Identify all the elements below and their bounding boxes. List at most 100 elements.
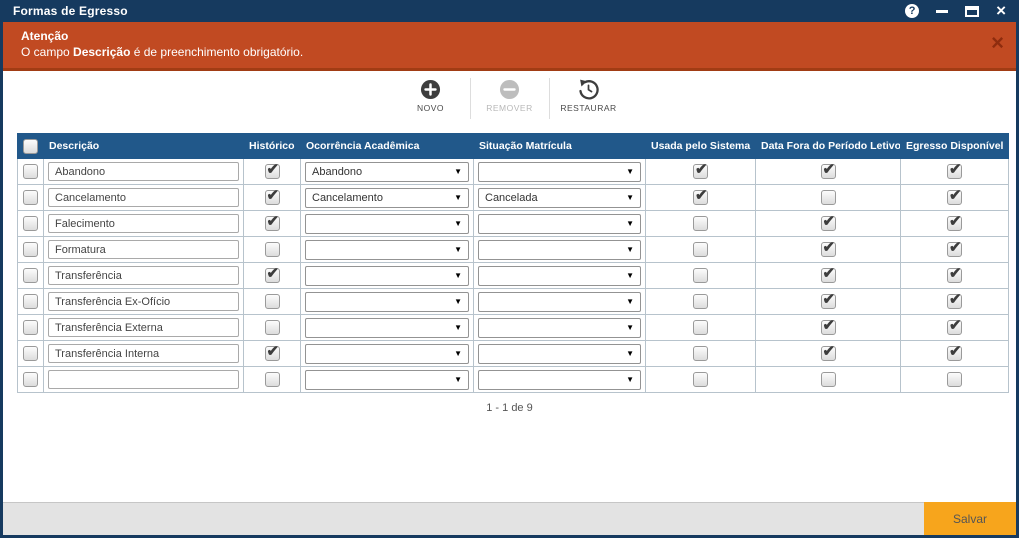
descricao-input[interactable] <box>48 188 239 208</box>
descricao-input[interactable] <box>48 318 239 338</box>
egresso-disponivel-checkbox[interactable] <box>947 342 962 361</box>
usada-pelo-sistema-checkbox[interactable] <box>693 319 708 335</box>
egresso-disponivel-checkbox[interactable] <box>947 186 962 205</box>
ocorrencia-academica-select[interactable]: ▼ <box>305 239 469 260</box>
descricao-input[interactable] <box>48 214 239 234</box>
data-fora-periodo-letivo-checkbox[interactable] <box>820 316 836 335</box>
data-fora-cell <box>755 314 901 341</box>
data-fora-periodo-letivo-checkbox[interactable] <box>820 342 836 361</box>
egresso-disponivel-checkbox[interactable] <box>947 290 962 309</box>
historico-cell <box>243 262 301 289</box>
ocorrencia-academica-select[interactable]: ▼ <box>305 369 469 390</box>
row-select-cell <box>17 210 44 237</box>
data-fora-cell <box>755 288 901 315</box>
chevron-down-icon: ▼ <box>454 167 462 176</box>
data-fora-periodo-letivo-checkbox[interactable] <box>820 264 836 283</box>
descricao-cell <box>43 262 244 289</box>
select-all-checkbox[interactable] <box>23 138 38 154</box>
situacao-matricula-select[interactable]: ▼ <box>478 291 641 312</box>
egresso-disponivel-checkbox[interactable] <box>947 238 962 257</box>
close-icon[interactable]: × <box>996 1 1006 20</box>
help-icon[interactable]: ? <box>905 4 920 18</box>
egresso-disponivel-checkbox[interactable] <box>947 212 962 231</box>
window-title: Formas de Egresso <box>13 4 128 18</box>
ocorrencia-academica-select[interactable]: Abandono ▼ <box>305 161 469 182</box>
historico-checkbox[interactable] <box>264 342 280 361</box>
descricao-input[interactable] <box>48 292 239 312</box>
descricao-input[interactable] <box>48 240 239 260</box>
egresso-disponivel-checkbox[interactable] <box>947 264 962 283</box>
ocorrencia-academica-select[interactable]: ▼ <box>305 213 469 234</box>
ocorrencia-academica-select[interactable]: ▼ <box>305 291 469 312</box>
novo-label: NOVO <box>416 103 445 113</box>
egresso-disponivel-checkbox[interactable] <box>947 371 962 387</box>
data-fora-periodo-letivo-checkbox[interactable] <box>820 371 836 387</box>
chevron-down-icon: ▼ <box>626 245 634 254</box>
row-select-checkbox[interactable] <box>23 371 38 387</box>
descricao-input[interactable] <box>48 266 239 286</box>
data-fora-periodo-letivo-checkbox[interactable] <box>820 160 836 179</box>
usada-pelo-sistema-checkbox[interactable] <box>693 371 708 387</box>
usada-pelo-sistema-checkbox[interactable] <box>693 215 708 231</box>
historico-checkbox[interactable] <box>264 264 280 283</box>
situacao-matricula-select[interactable]: ▼ <box>478 161 641 182</box>
usada-pelo-sistema-checkbox[interactable] <box>693 241 708 257</box>
descricao-input[interactable] <box>48 162 239 182</box>
situacao-matricula-select[interactable]: ▼ <box>478 343 641 364</box>
row-select-checkbox[interactable] <box>23 241 38 257</box>
novo-button[interactable]: NOVO <box>398 76 464 125</box>
situacao-matricula-select[interactable]: ▼ <box>478 239 641 260</box>
egresso-disponivel-checkbox[interactable] <box>947 316 962 335</box>
data-fora-periodo-letivo-checkbox[interactable] <box>820 290 836 309</box>
descricao-cell <box>43 184 244 211</box>
situacao-matricula-select[interactable]: ▼ <box>478 213 641 234</box>
table-row: ▼ ▼ <box>17 366 1009 393</box>
usada-pelo-sistema-checkbox[interactable] <box>693 267 708 283</box>
restaurar-button[interactable]: RESTAURAR <box>556 76 622 125</box>
row-select-checkbox[interactable] <box>23 163 38 179</box>
chevron-down-icon: ▼ <box>454 219 462 228</box>
row-select-checkbox[interactable] <box>23 215 38 231</box>
remover-button[interactable]: REMOVER <box>477 76 543 125</box>
ocorrencia-academica-select[interactable]: ▼ <box>305 343 469 364</box>
ocorrencia-academica-select[interactable]: ▼ <box>305 265 469 286</box>
minimize-icon[interactable] <box>936 9 949 13</box>
row-select-checkbox[interactable] <box>23 319 38 335</box>
historico-checkbox[interactable] <box>264 212 280 231</box>
historico-checkbox[interactable] <box>264 319 280 335</box>
descricao-input[interactable] <box>48 344 239 364</box>
maximize-icon[interactable] <box>965 5 980 17</box>
titlebar-icons: ? × <box>905 1 1006 20</box>
situacao-matricula-select[interactable]: ▼ <box>478 317 641 338</box>
historico-checkbox[interactable] <box>264 160 280 179</box>
situacao-matricula-select[interactable]: ▼ <box>478 265 641 286</box>
ocorrencia-academica-select[interactable]: Cancelamento ▼ <box>305 187 469 208</box>
historico-checkbox[interactable] <box>264 371 280 387</box>
historico-checkbox[interactable] <box>264 293 280 309</box>
row-select-checkbox[interactable] <box>23 267 38 283</box>
usada-pelo-sistema-checkbox[interactable] <box>693 160 708 179</box>
data-fora-periodo-letivo-checkbox[interactable] <box>820 189 836 205</box>
egresso-disponivel-cell <box>900 314 1009 341</box>
usada-pelo-sistema-cell <box>645 210 756 237</box>
egresso-disponivel-cell <box>900 366 1009 393</box>
situacao-matricula-select[interactable]: ▼ <box>478 369 641 390</box>
data-fora-periodo-letivo-checkbox[interactable] <box>820 212 836 231</box>
alert-close-icon[interactable]: × <box>991 30 1004 55</box>
select-value: Abandono <box>312 165 363 178</box>
egresso-disponivel-checkbox[interactable] <box>947 160 962 179</box>
row-select-checkbox[interactable] <box>23 293 38 309</box>
historico-checkbox[interactable] <box>264 186 280 205</box>
descricao-input[interactable] <box>48 370 239 390</box>
usada-pelo-sistema-checkbox[interactable] <box>693 345 708 361</box>
ocorrencia-cell: Abandono ▼ <box>300 158 474 185</box>
ocorrencia-academica-select[interactable]: ▼ <box>305 317 469 338</box>
row-select-checkbox[interactable] <box>23 189 38 205</box>
data-fora-periodo-letivo-checkbox[interactable] <box>820 238 836 257</box>
historico-checkbox[interactable] <box>264 241 280 257</box>
save-button[interactable]: Salvar <box>924 502 1016 535</box>
usada-pelo-sistema-checkbox[interactable] <box>693 293 708 309</box>
usada-pelo-sistema-checkbox[interactable] <box>693 186 708 205</box>
situacao-matricula-select[interactable]: Cancelada ▼ <box>478 187 641 208</box>
row-select-checkbox[interactable] <box>23 345 38 361</box>
